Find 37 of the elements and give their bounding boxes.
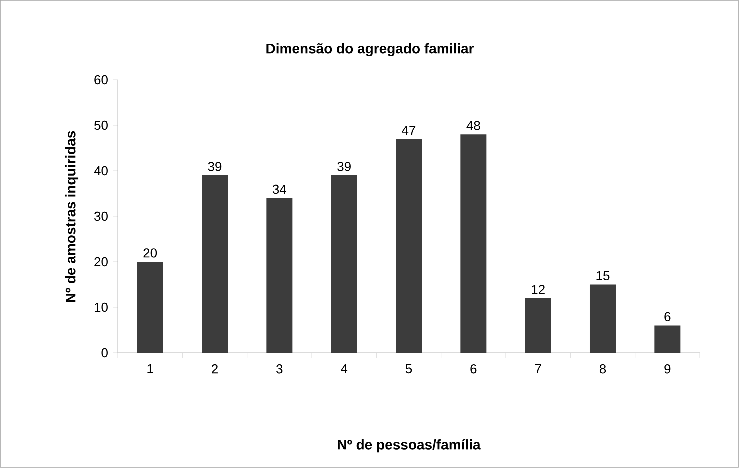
bar	[396, 139, 422, 353]
data-label: 47	[402, 126, 416, 135]
bar	[460, 134, 487, 353]
data-label: 39	[338, 162, 351, 172]
data-label: 48	[466, 121, 480, 130]
data-label: 15	[596, 271, 610, 281]
x-tick-label: 2	[212, 364, 218, 374]
y-tick-label: 20	[94, 257, 108, 267]
x-tick-label: 1	[148, 364, 154, 374]
y-tick-label: 30	[94, 212, 108, 222]
data-label: 6	[664, 312, 671, 322]
x-tick-label: 8	[600, 364, 606, 374]
data-label: 39	[208, 162, 222, 172]
x-tick-label: 6	[470, 364, 477, 374]
x-tick-label: 7	[535, 364, 542, 374]
bar	[266, 198, 293, 353]
bar	[590, 284, 616, 353]
y-tick-label: 50	[94, 120, 108, 130]
y-tick-label: 60	[94, 75, 108, 85]
bar	[137, 262, 164, 353]
y-axis-title: Nº de amostras inquiridas	[65, 131, 79, 302]
bar	[525, 298, 552, 353]
chart-title: Dimensão do agregado familiar	[266, 43, 474, 57]
bar	[331, 176, 358, 353]
data-label: 20	[144, 248, 158, 258]
y-tick-label: 10	[94, 302, 108, 312]
bar	[654, 326, 681, 353]
x-tick-label: 3	[276, 364, 283, 374]
data-label: 34	[272, 184, 287, 194]
y-tick-label: 0	[102, 348, 108, 358]
x-tick-label: 9	[664, 364, 671, 374]
y-tick-label: 40	[94, 166, 108, 176]
x-axis-title: Nº de pessoas/família	[338, 439, 481, 453]
bar	[202, 176, 228, 353]
x-tick-label: 5	[406, 364, 412, 374]
data-label: 12	[532, 285, 545, 294]
x-tick-label: 4	[341, 364, 348, 374]
